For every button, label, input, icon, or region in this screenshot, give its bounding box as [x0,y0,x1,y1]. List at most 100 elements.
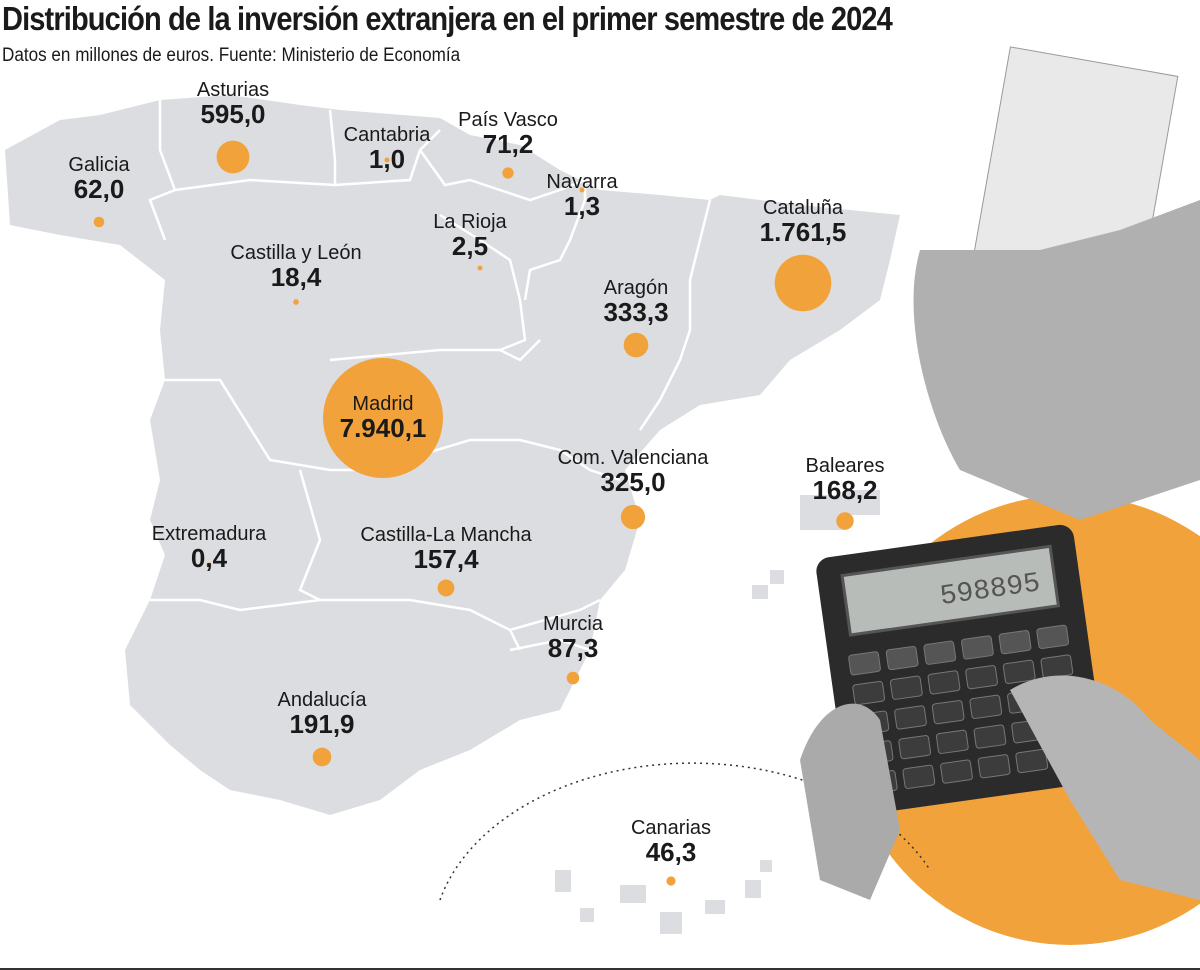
calculator-key [1040,654,1074,679]
region-value: 191,9 [289,709,355,739]
region-value: 1.761,5 [759,217,847,247]
bottom-rule [0,968,1200,970]
canarias-islands [555,860,772,934]
region-value: 0,4 [190,543,228,573]
region-value: 2,5 [451,231,489,261]
calculator-key [927,670,961,695]
calculator-key [1002,659,1036,684]
region-name: Cataluña [762,197,844,219]
region-name: Asturias [196,79,270,101]
region-value: 1,0 [368,144,406,174]
calculator-key [935,729,969,754]
region-name: Castilla-La Mancha [360,524,532,546]
region-label: Madrid 7.940,1 [340,394,427,442]
region-name: Canarias [630,817,712,839]
region-name: Com. Valenciana [557,447,709,469]
region-name: Andalucía [277,689,367,711]
region-value: 7.940,1 [339,413,427,443]
calculator-key [1036,624,1070,649]
bubble-canarias [666,876,676,886]
region-name: Baleares [805,455,885,477]
bubble-asturias [216,140,250,174]
region-value: 595,0 [200,99,266,129]
calculator-key [894,705,927,730]
calculator-key [977,754,1011,779]
region-label: Com. Valenciana 325,0 [558,448,709,496]
page-title: Distribución de la inversión extranjera … [2,0,893,37]
bubble-madrid [323,358,443,478]
region-label: Galicia 62,0 [68,155,129,203]
region-value: 46,3 [645,837,697,867]
region-value: 333,3 [603,297,669,327]
region-name: Madrid [352,393,414,415]
region-value: 87,3 [547,633,599,663]
region-label: Extremadura 0,4 [152,524,267,572]
page-subtitle: Datos en millones de euros. Fuente: Mini… [2,45,461,66]
region-value: 18,4 [270,262,322,292]
region-value: 71,2 [482,129,534,159]
region-name: Extremadura [151,523,267,545]
region-label: Castilla y León 18,4 [230,243,361,291]
region-name: Navarra [546,171,618,193]
region-label: Aragón 333,3 [603,278,668,326]
region-value: 168,2 [812,475,878,505]
calculator-key [931,700,965,725]
region-name: Cantabria [343,124,431,146]
bubble-castilla-y-le-n [293,299,299,305]
calculator-key [940,759,973,784]
mainland-spain-shape [5,95,900,815]
region-label: Murcia 87,3 [543,614,603,662]
calculator-key [965,665,998,690]
calculator-key [852,680,886,706]
region-name: País Vasco [458,109,558,131]
bubble-navarra [579,187,585,193]
bubble-baleares [836,512,854,530]
bubble-catalu-a [774,254,832,312]
region-value: 1,3 [563,191,601,221]
bubble-murcia [566,671,580,685]
baleares-islands [752,490,880,599]
bubble-castilla-la-mancha [437,579,455,597]
bubbles-layer [93,140,854,886]
region-value: 157,4 [413,544,479,574]
bubble-com-valenciana [620,504,646,530]
bubble-andaluc-a [312,747,332,767]
calculator-key [961,635,994,660]
region-label: Cantabria 1,0 [344,125,431,173]
bubble-pa-s-vasco [502,167,514,179]
calculator-key [902,764,936,789]
calculator-key [969,694,1003,719]
calculator-key [885,645,919,671]
region-label: Andalucía 191,9 [278,690,367,738]
calculator-key [923,640,957,665]
region-name: Murcia [542,613,604,635]
region-label: Canarias 46,3 [631,818,711,866]
calculator-key [848,651,881,676]
region-label: Baleares 168,2 [806,456,885,504]
region-value: 325,0 [600,467,666,497]
region-name: La Rioja [433,211,507,233]
calculator-key [898,735,932,760]
region-label: Navarra 1,3 [546,172,617,220]
region-name: Castilla y León [230,242,362,264]
calculator-key [998,630,1032,655]
region-name: Galicia [68,154,130,176]
bubble-la-rioja [477,265,483,271]
region-label: Asturias 595,0 [197,80,269,128]
region-label: Cataluña 1.761,5 [760,198,847,246]
calculator-key [1015,748,1049,774]
bubble-galicia [93,216,105,228]
region-name: Aragón [603,277,669,299]
region-label: La Rioja 2,5 [433,212,506,260]
calculator-key [973,724,1007,749]
bubble-cantabria [384,157,390,163]
bubble-arag-n [623,332,649,358]
region-borders [148,100,712,652]
region-value: 62,0 [73,174,125,204]
bubble-extremadura [206,562,212,568]
region-label: País Vasco 71,2 [458,110,558,158]
region-label: Castilla-La Mancha 157,4 [360,525,531,573]
calculator-key [889,675,923,700]
hand-with-banknotes-illustration [800,46,1200,900]
